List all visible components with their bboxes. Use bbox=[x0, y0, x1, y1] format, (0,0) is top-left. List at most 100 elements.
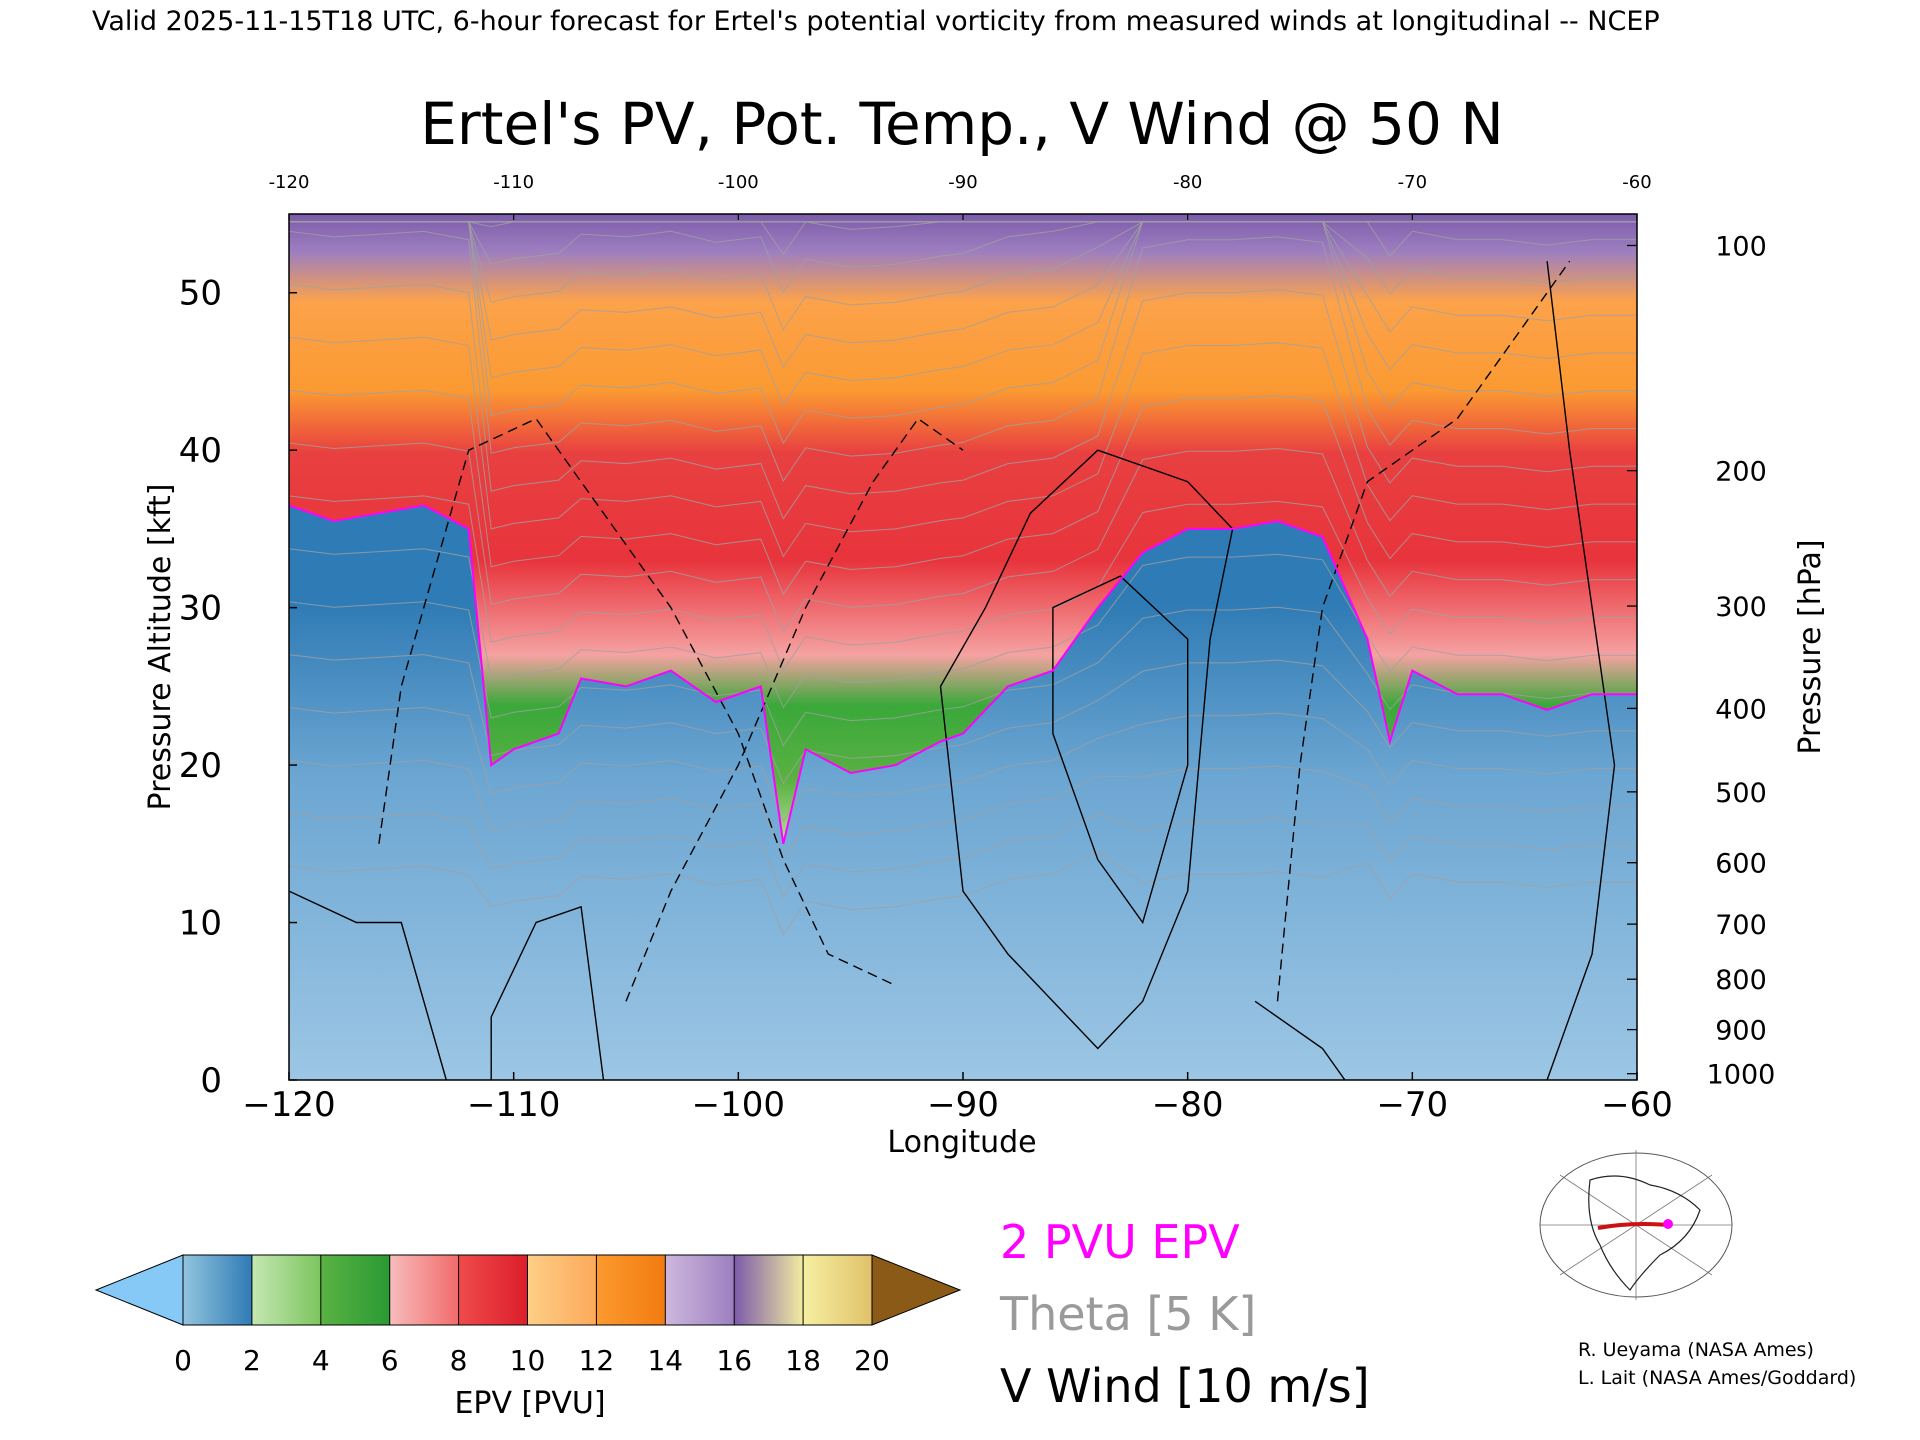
pressure-tick-label: 800 bbox=[1715, 965, 1767, 996]
v-wind-contour-line bbox=[378, 417, 896, 987]
header-text: Valid 2025-11-15T18 UTC, 6-hour forecast… bbox=[92, 6, 1660, 37]
pressure-tick-label: 100 bbox=[1715, 231, 1767, 262]
theta-contour-line bbox=[289, 389, 1637, 596]
x-axis-label: Longitude bbox=[887, 1125, 1036, 1160]
v-wind-contour-line bbox=[490, 905, 605, 1080]
theta-contour-line bbox=[289, 230, 1637, 482]
colorbar-segment bbox=[320, 1255, 390, 1325]
y-tick-label: 40 bbox=[179, 431, 222, 471]
top-tick-label: -70 bbox=[1398, 172, 1427, 193]
x-tick-label: −60 bbox=[1601, 1085, 1673, 1125]
v-wind-contours bbox=[289, 260, 1616, 1080]
pressure-tick-label: 400 bbox=[1715, 694, 1767, 725]
v-wind-contour-line bbox=[1052, 575, 1189, 925]
colorbar-under-arrow bbox=[94, 1254, 184, 1326]
y-tick-label: 30 bbox=[179, 589, 222, 629]
colorbar-segment bbox=[389, 1255, 459, 1325]
theta-contour-line bbox=[289, 336, 1637, 558]
v-wind-contour-line bbox=[1546, 261, 1616, 1080]
pressure-tick-label: 900 bbox=[1715, 1016, 1767, 1047]
x-tick-label: −90 bbox=[927, 1085, 999, 1125]
x-tick-label: −80 bbox=[1152, 1085, 1224, 1125]
pv-2pvu-contour bbox=[289, 504, 1637, 845]
colorbar-tick-label: 16 bbox=[716, 1344, 752, 1377]
legend-theta-label: Theta [5 K] bbox=[999, 1287, 1256, 1341]
top-axis-ticks: -120 -110 -100 -90 -80 -70 -60 bbox=[269, 172, 1652, 220]
theta-contours bbox=[289, 221, 1637, 936]
legend-pv-label: 2 PVU EPV bbox=[1000, 1215, 1240, 1269]
pressure-tick-label: 500 bbox=[1715, 778, 1767, 809]
theta-contour-line bbox=[289, 851, 1637, 936]
colorbar-tick-label: 8 bbox=[450, 1344, 468, 1377]
y-axis-ticks: 0 10 20 30 40 50 bbox=[179, 274, 297, 1101]
y-tick-label: 20 bbox=[179, 746, 222, 786]
theta-contour-line bbox=[289, 706, 1637, 823]
locator-map-marker bbox=[1663, 1219, 1673, 1229]
chart-title: Ertel's PV, Pot. Temp., V Wind @ 50 N bbox=[420, 90, 1503, 158]
v-wind-contour-line bbox=[1276, 260, 1571, 1002]
top-tick-label: -80 bbox=[1173, 172, 1202, 193]
colorbar-tick-label: 6 bbox=[381, 1344, 399, 1377]
v-wind-contour-line bbox=[289, 890, 447, 1080]
pressure-axis-label: Pressure [hPa] bbox=[1793, 539, 1828, 754]
y-tick-label: 50 bbox=[179, 274, 222, 314]
colorbar-over-arrow bbox=[871, 1254, 962, 1326]
locator-map bbox=[1538, 1150, 1734, 1300]
theta-contour-line bbox=[289, 283, 1637, 520]
x-tick-label: −70 bbox=[1376, 1085, 1448, 1125]
locator-map-section-line bbox=[1597, 1222, 1671, 1230]
legend-vwind-label: V Wind [10 m/s] bbox=[1000, 1359, 1370, 1413]
top-tick-label: -90 bbox=[948, 172, 977, 193]
colorbar-tick-label: 10 bbox=[510, 1344, 546, 1377]
colorbar: 0 2 4 6 8 10 12 14 16 18 20 bbox=[94, 1254, 962, 1377]
pressure-tick-label: 1000 bbox=[1707, 1060, 1776, 1091]
colorbar-segment bbox=[803, 1255, 872, 1325]
theta-contour-line bbox=[289, 601, 1637, 747]
pressure-tick-label: 600 bbox=[1715, 849, 1767, 880]
theta-contour-line bbox=[289, 221, 1637, 407]
theta-contour-line bbox=[289, 221, 1637, 369]
colorbar-segment bbox=[183, 1255, 252, 1325]
y-axis-label: Pressure Altitude [kft] bbox=[143, 484, 178, 811]
x-tick-label: −110 bbox=[467, 1085, 560, 1125]
colorbar-tick-label: 2 bbox=[243, 1344, 261, 1377]
theta-contour-line bbox=[289, 221, 1637, 331]
pressure-tick-label: 300 bbox=[1715, 592, 1767, 623]
theta-contour-line bbox=[289, 759, 1637, 860]
x-axis-ticks: −120 −110 −100 −90 −80 −70 −60 bbox=[242, 1072, 1673, 1125]
top-tick-label: -60 bbox=[1622, 172, 1651, 193]
theta-contour-line bbox=[289, 654, 1637, 785]
colorbar-segment bbox=[458, 1255, 528, 1325]
colorbar-tick-label: 0 bbox=[174, 1344, 192, 1377]
y-tick-label: 0 bbox=[200, 1061, 222, 1101]
top-tick-label: -100 bbox=[718, 172, 759, 193]
pressure-axis-ticks: 100 200 300 400 500 600 700 800 900 1000 bbox=[1627, 231, 1776, 1091]
colorbar-tick-label: 18 bbox=[785, 1344, 821, 1377]
theta-contour-line bbox=[289, 812, 1637, 898]
credit-line-1: R. Ueyama (NASA Ames) bbox=[1578, 1339, 1814, 1361]
colorbar-label: EPV [PVU] bbox=[454, 1386, 605, 1421]
colorbar-segment bbox=[596, 1255, 666, 1325]
pressure-tick-label: 200 bbox=[1715, 457, 1767, 488]
v-wind-contour-line bbox=[939, 449, 1234, 1050]
colorbar-segment bbox=[251, 1255, 321, 1325]
theta-contour-line bbox=[289, 548, 1637, 709]
colorbar-tick-label: 20 bbox=[854, 1344, 890, 1377]
colorbar-tick-label: 14 bbox=[647, 1344, 683, 1377]
v-wind-contour-line bbox=[625, 417, 964, 1002]
locator-map-coast bbox=[1588, 1175, 1701, 1291]
theta-contour-line bbox=[289, 442, 1637, 634]
pressure-tick-label: 700 bbox=[1715, 910, 1767, 941]
x-tick-label: −100 bbox=[692, 1085, 785, 1125]
theta-contour-line bbox=[289, 221, 1637, 293]
credit-line-2: L. Lait (NASA Ames/Goddard) bbox=[1578, 1367, 1856, 1389]
top-tick-label: -120 bbox=[269, 172, 310, 193]
colorbar-segment bbox=[734, 1255, 804, 1325]
y-tick-label: 10 bbox=[179, 904, 222, 944]
v-wind-contour-line bbox=[1254, 1000, 1346, 1080]
colorbar-tick-label: 4 bbox=[312, 1344, 330, 1377]
colorbar-segment bbox=[527, 1255, 597, 1325]
top-tick-label: -110 bbox=[493, 172, 534, 193]
theta-contour-line bbox=[289, 495, 1637, 671]
